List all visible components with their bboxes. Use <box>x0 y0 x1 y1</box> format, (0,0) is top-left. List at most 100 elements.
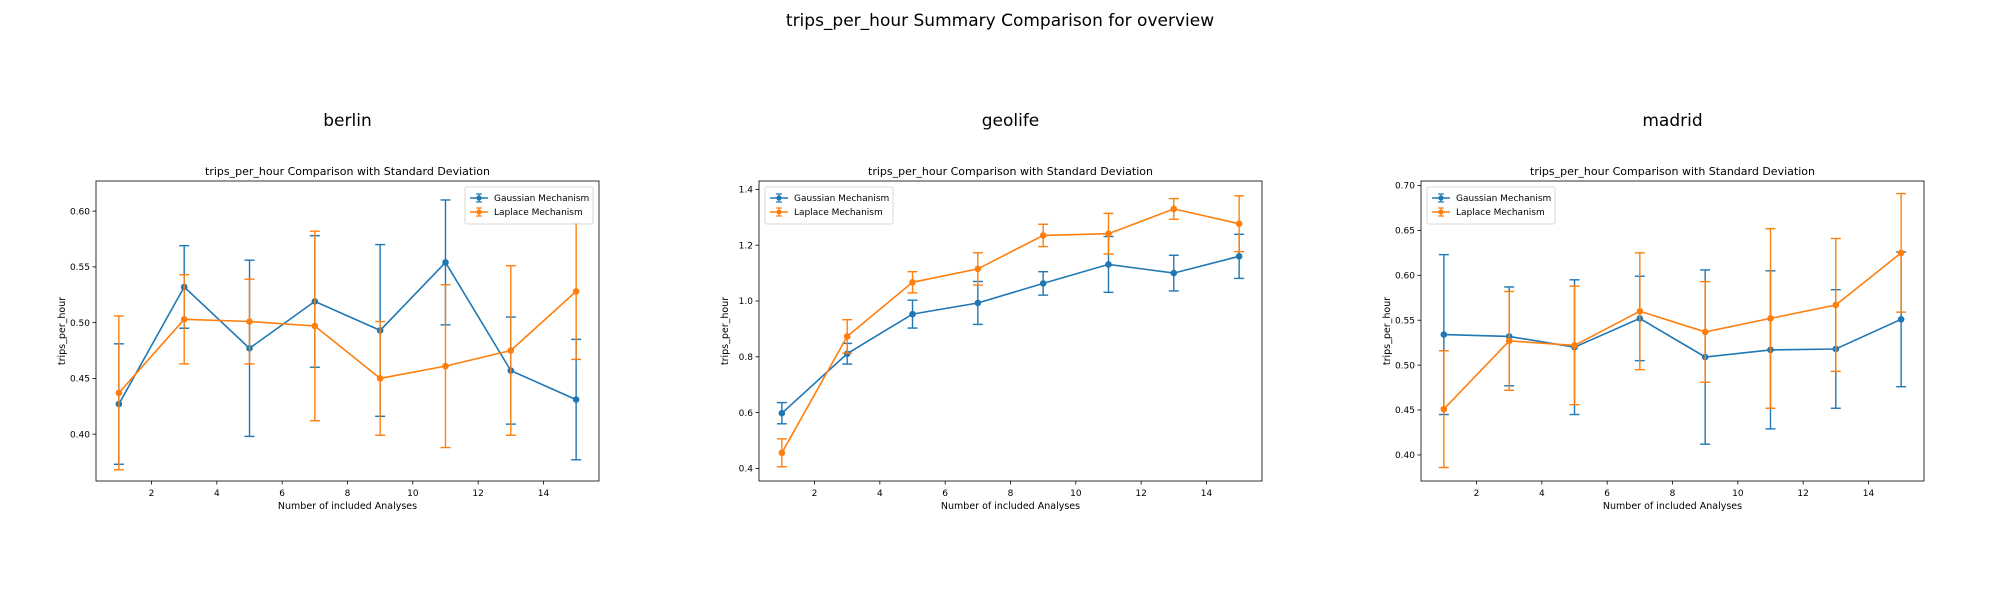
x-tick-label: 12 <box>472 489 483 499</box>
x-axis-label: Number of included Analyses <box>1603 501 1742 512</box>
series-line <box>118 290 577 394</box>
x-tick-label: 14 <box>1863 489 1875 499</box>
data-point <box>1235 253 1243 260</box>
legend-frame <box>764 186 894 225</box>
x-tick-label: 2 <box>812 489 818 499</box>
x-tick-label: 8 <box>1670 489 1676 499</box>
series-laplace <box>1438 192 1907 469</box>
x-tick-label: 10 <box>1070 489 1082 499</box>
data-point <box>1039 232 1047 239</box>
y-tick-label: 0.65 <box>1395 227 1415 237</box>
chart-panel-madrid: madrid trips_per_hour Comparison with Sta… <box>1382 111 1925 512</box>
axes-frame <box>758 180 1263 482</box>
data-point <box>507 347 515 354</box>
data-point <box>180 315 188 323</box>
x-axis-label: Number of included Analyses <box>941 501 1080 512</box>
axes-title: trips_per_hour Comparison with Standard … <box>868 165 1153 178</box>
y-tick-label: 0.60 <box>1395 272 1415 282</box>
y-tick-label: 1.4 <box>739 186 754 196</box>
y-tick-label: 0.70 <box>1395 182 1415 192</box>
chart-panel-berlin: berlin trips_per_hour Comparison with Sta… <box>57 111 600 512</box>
data-point <box>1105 230 1112 238</box>
panel-title: berlin <box>323 111 371 131</box>
y-tick-label: 0.8 <box>739 353 754 363</box>
x-tick-label: 12 <box>1135 489 1146 499</box>
data-point <box>572 396 580 403</box>
data-point <box>1105 261 1112 268</box>
x-tick-label: 10 <box>407 489 419 499</box>
data-point <box>1170 269 1178 277</box>
data-point <box>778 409 786 417</box>
data-point <box>974 299 982 307</box>
x-tick-label: 6 <box>279 489 285 499</box>
series-line <box>1443 252 1902 410</box>
figure-suptitle: trips_per_hour Summary Comparison for ov… <box>786 11 1214 31</box>
series-line <box>1443 317 1902 358</box>
y-tick-label: 0.40 <box>70 430 90 440</box>
legend-swatch-marker <box>776 195 782 201</box>
data-point <box>1701 328 1709 336</box>
data-point <box>442 259 449 266</box>
y-tick-label: 0.60 <box>70 207 90 217</box>
data-point <box>1636 307 1644 315</box>
x-tick-label: 2 <box>1474 489 1480 499</box>
data-point <box>1897 249 1905 257</box>
data-point <box>311 322 319 330</box>
legend: Gaussian Mechanism Laplace Mechanism <box>1426 186 1556 225</box>
data-point <box>376 375 384 382</box>
x-tick-label: 4 <box>877 489 883 499</box>
data-point <box>246 318 253 325</box>
legend-swatch-marker <box>776 209 782 215</box>
data-point <box>1505 337 1513 345</box>
y-tick-label: 0.45 <box>70 375 90 385</box>
y-tick-label: 0.6 <box>739 409 754 419</box>
x-tick-label: 2 <box>149 489 155 499</box>
data-point <box>1440 405 1448 413</box>
x-tick-label: 14 <box>538 489 550 499</box>
y-tick-label: 0.55 <box>70 263 90 273</box>
y-tick-label: 0.4 <box>739 465 754 475</box>
x-tick-label: 8 <box>345 489 351 499</box>
x-tick-label: 6 <box>1604 489 1610 499</box>
legend-label: Laplace Mechanism <box>794 208 883 218</box>
legend-label: Gaussian Mechanism <box>794 194 889 204</box>
x-tick-label: 4 <box>1539 489 1545 499</box>
legend-swatch-marker <box>476 209 482 215</box>
x-tick-label: 12 <box>1797 489 1808 499</box>
data-point <box>1897 316 1905 323</box>
y-tick-label: 0.50 <box>1395 361 1415 371</box>
series-gaussian <box>776 233 1245 425</box>
x-tick-label: 4 <box>214 489 220 499</box>
legend-frame <box>1426 186 1556 225</box>
legend-swatch-marker <box>476 195 482 201</box>
data-point <box>572 288 580 295</box>
x-tick-label: 10 <box>1732 489 1744 499</box>
data-point <box>778 449 786 457</box>
data-point <box>843 333 851 340</box>
legend-label: Laplace Mechanism <box>1456 208 1545 218</box>
legend-label: Laplace Mechanism <box>494 208 583 218</box>
axes-frame <box>1420 180 1925 482</box>
data-point <box>1440 331 1448 338</box>
y-tick-label: 1.2 <box>739 241 753 251</box>
legend-label: Gaussian Mechanism <box>494 194 589 204</box>
data-point <box>909 279 916 286</box>
y-axis-label: trips_per_hour <box>1382 297 1393 365</box>
panel-title: madrid <box>1642 111 1702 131</box>
legend: Gaussian Mechanism Laplace Mechanism <box>464 186 594 225</box>
legend-swatch-marker <box>1438 209 1444 215</box>
x-tick-label: 14 <box>1201 489 1213 499</box>
series-laplace <box>776 195 1245 468</box>
data-point <box>1832 301 1840 309</box>
y-tick-label: 1.0 <box>739 297 754 307</box>
y-tick-label: 0.50 <box>70 319 90 329</box>
series-laplace <box>113 222 582 471</box>
x-axis-label: Number of included Analyses <box>278 501 417 512</box>
axes-title: trips_per_hour Comparison with Standard … <box>1530 165 1815 178</box>
y-tick-label: 0.45 <box>1395 406 1415 416</box>
legend-label: Gaussian Mechanism <box>1456 194 1551 204</box>
axes-title: trips_per_hour Comparison with Standard … <box>205 165 490 178</box>
data-point <box>1170 205 1178 213</box>
axes-frame <box>95 180 600 482</box>
y-tick-label: 0.40 <box>1395 451 1415 461</box>
